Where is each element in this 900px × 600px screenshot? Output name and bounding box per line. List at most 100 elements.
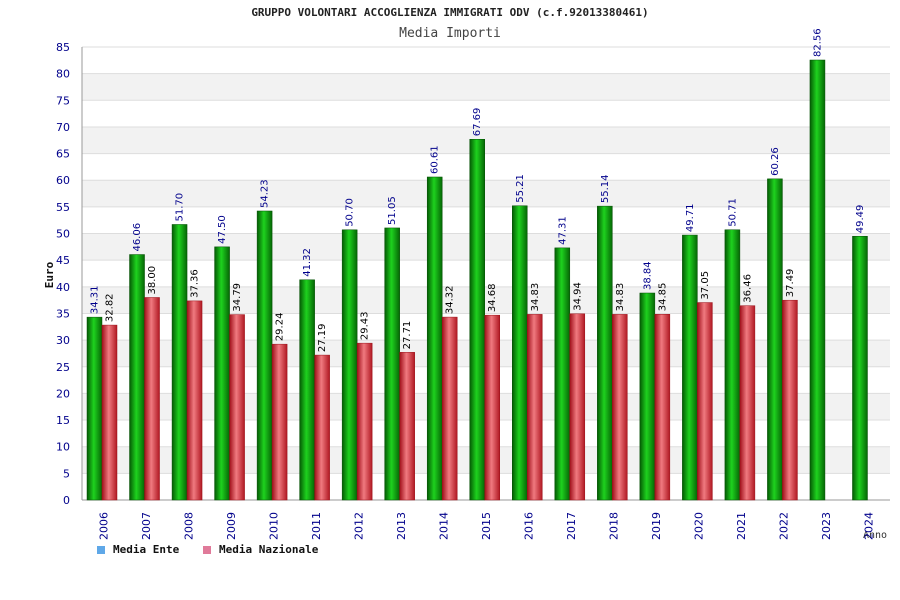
x-tick-label: 2020: [693, 512, 706, 540]
data-label: 50.71: [727, 198, 738, 227]
y-tick-label: 5: [63, 467, 70, 480]
grid-band: [82, 180, 890, 207]
y-tick-label: 15: [56, 414, 70, 427]
legend-label-media-ente: Media Ente: [113, 543, 180, 556]
bar-media-nazionale: [441, 316, 458, 501]
bar-media-nazionale: [527, 314, 543, 501]
bar-media-ente: [554, 247, 571, 501]
bar-media-ente: [214, 246, 230, 501]
data-label: 36.46: [742, 274, 753, 303]
data-label: 60.26: [770, 147, 781, 176]
bar-media-ente: [341, 229, 358, 501]
bar-media-ente: [767, 178, 783, 501]
bar-media-ente: [852, 235, 868, 501]
bar-media-ente: [129, 254, 145, 501]
data-label: 29.24: [275, 313, 286, 342]
data-label: 29.43: [360, 312, 371, 341]
x-tick-label: 2024: [863, 512, 876, 540]
data-label: 32.82: [105, 293, 116, 322]
y-tick-label: 40: [56, 281, 70, 294]
data-label: 51.70: [175, 193, 186, 222]
bar-media-ente: [469, 139, 485, 501]
x-tick-label: 2010: [267, 512, 280, 540]
bar-media-ente: [597, 205, 613, 501]
bar-media-nazionale: [314, 354, 330, 501]
bar-media-nazionale: [101, 324, 118, 501]
y-tick-label: 20: [56, 387, 70, 400]
y-axis-label: Euro: [43, 261, 56, 288]
data-label: 82.56: [812, 28, 823, 57]
bar-media-nazionale: [356, 342, 373, 501]
x-tick-label: 2013: [395, 512, 408, 540]
bar-media-ente: [682, 234, 698, 501]
grid-band: [82, 73, 890, 101]
data-label: 34.68: [487, 284, 498, 313]
x-tick-label: 2012: [352, 512, 365, 540]
bar-media-nazionale: [782, 299, 798, 501]
y-tick-label: 85: [56, 41, 70, 54]
data-label: 47.31: [557, 216, 568, 245]
x-tick-label: 2021: [735, 512, 748, 540]
x-tick-label: 2011: [310, 512, 323, 540]
y-tick-label: 50: [56, 228, 70, 241]
x-tick-label: 2023: [820, 512, 833, 540]
chart-title: GRUPPO VOLONTARI ACCOGLIENZA IMMIGRATI O…: [251, 6, 649, 19]
bar-media-ente: [809, 59, 826, 501]
bar-media-nazionale: [229, 314, 245, 501]
bar-media-nazionale: [186, 300, 203, 501]
x-tick-label: 2022: [778, 512, 791, 540]
legend-item-media-nazionale: Media Nazionale: [203, 543, 318, 556]
x-tick-label: 2009: [225, 512, 238, 540]
data-label: 55.21: [515, 174, 526, 203]
bar-media-nazionale: [569, 313, 586, 501]
x-tick-label: 2016: [523, 512, 536, 540]
y-tick-label: 60: [56, 174, 70, 187]
bar-media-ente: [256, 210, 273, 501]
y-tick-label: 80: [56, 68, 70, 81]
x-tick-label: 2007: [140, 512, 153, 540]
x-tick-label: 2015: [480, 512, 493, 540]
y-tick-label: 35: [56, 307, 70, 320]
bar-media-nazionale: [399, 352, 415, 501]
y-tick-label: 65: [56, 148, 70, 161]
x-tick-label: 2018: [608, 512, 621, 540]
bar-media-nazionale: [654, 314, 671, 501]
data-label: 38.00: [147, 266, 158, 295]
bar-media-nazionale: [697, 302, 713, 501]
y-tick-label: 70: [56, 121, 70, 134]
bar-media-ente: [426, 176, 443, 501]
data-label: 34.32: [445, 285, 456, 314]
legend-item-media-ente: Media Ente: [97, 543, 179, 556]
bar-media-ente: [86, 316, 103, 501]
x-tick-label: 2008: [182, 512, 195, 540]
data-label: 37.49: [785, 269, 796, 298]
y-tick-label: 75: [56, 94, 70, 107]
bar-media-ente: [171, 224, 188, 501]
data-label: 50.70: [345, 198, 356, 227]
bar-media-ente: [512, 205, 528, 501]
legend-swatch-media-ente: [97, 545, 105, 554]
bar-media-ente: [299, 279, 315, 501]
data-label: 34.83: [615, 283, 626, 312]
bar-media-nazionale: [484, 314, 500, 501]
y-tick-label: 10: [56, 441, 70, 454]
x-tick-label: 2019: [650, 512, 663, 540]
bar-media-ente: [384, 227, 400, 501]
data-label: 27.19: [317, 323, 328, 352]
bar-media-ente: [724, 229, 741, 501]
legend-label-media-nazionale: Media Nazionale: [219, 543, 319, 556]
y-tick-label: 0: [63, 494, 70, 507]
bar-media-nazionale: [144, 297, 160, 501]
x-tick-label: 2017: [565, 512, 578, 540]
grid-band: [82, 126, 890, 154]
data-label: 37.36: [190, 269, 201, 298]
bar-media-nazionale: [739, 305, 756, 501]
data-label: 51.05: [387, 196, 398, 225]
data-label: 34.79: [232, 283, 243, 312]
data-label: 49.49: [855, 205, 866, 234]
y-tick-label: 25: [56, 361, 70, 374]
data-label: 34.31: [90, 286, 101, 315]
data-label: 60.61: [430, 145, 441, 174]
data-label: 46.06: [132, 223, 143, 252]
data-label: 41.32: [302, 248, 313, 277]
